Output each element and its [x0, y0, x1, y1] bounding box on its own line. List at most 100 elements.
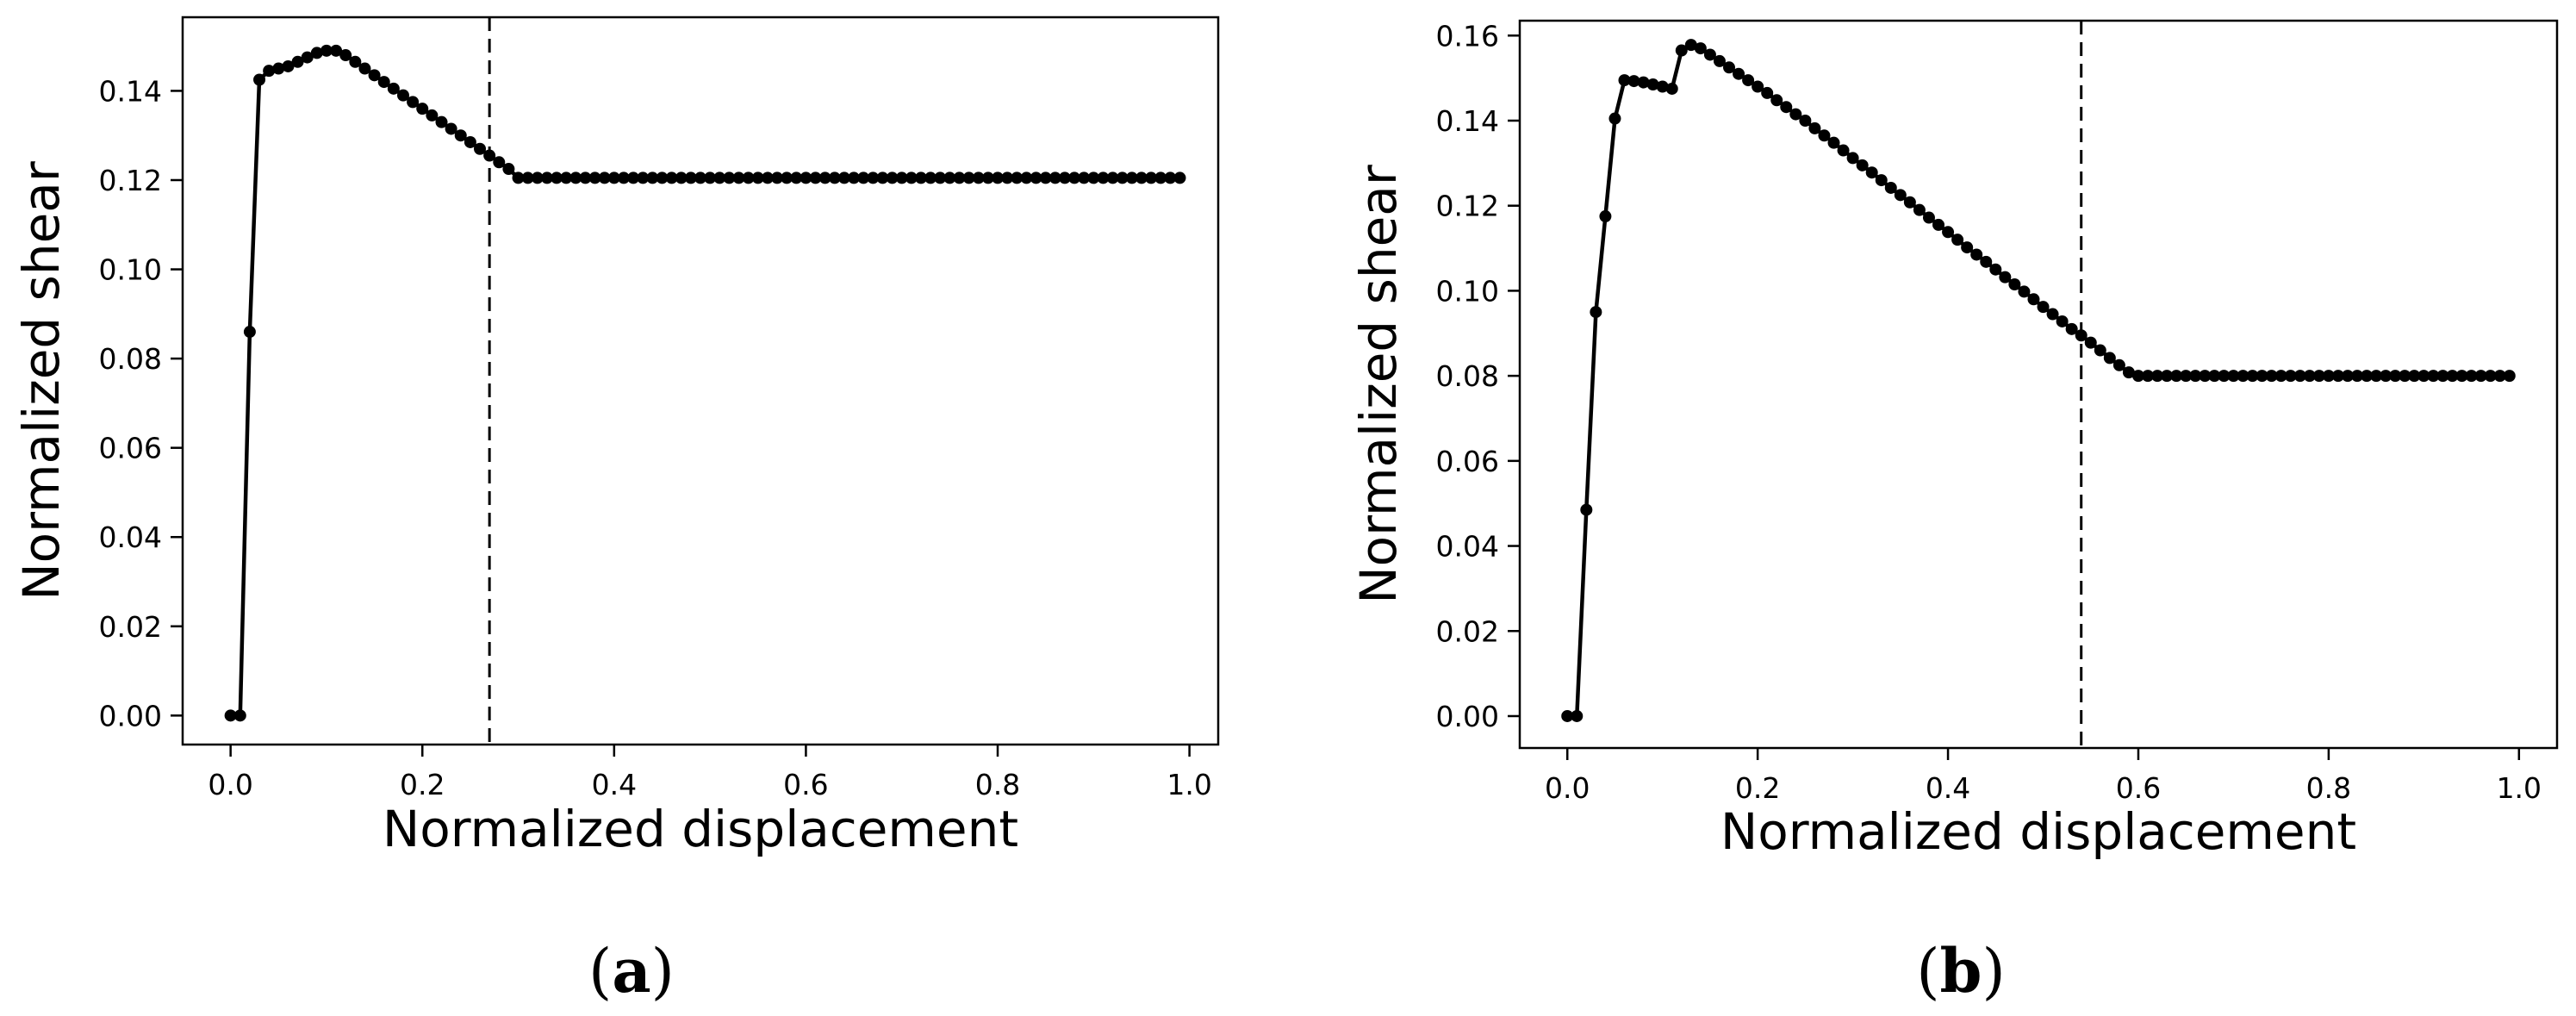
- data-point: [943, 171, 956, 184]
- data-point: [2293, 370, 2306, 383]
- data-point: [1713, 54, 1726, 67]
- data-point: [914, 171, 927, 184]
- data-point: [1078, 171, 1091, 184]
- data-point: [895, 171, 908, 184]
- data-point: [953, 171, 966, 184]
- data-point: [2237, 370, 2249, 383]
- data-point: [2503, 370, 2516, 383]
- data-point: [1154, 171, 1167, 184]
- data-point: [2084, 336, 2097, 349]
- data-point: [867, 171, 880, 184]
- data-point: [742, 171, 755, 184]
- data-point: [2151, 370, 2164, 383]
- data-point: [2189, 370, 2202, 383]
- data-point: [1903, 196, 1916, 209]
- y-tick-label: 0.00: [99, 699, 162, 732]
- data-point: [1684, 39, 1697, 52]
- data-point: [1068, 171, 1081, 184]
- data-point: [521, 171, 534, 184]
- data-point: [713, 171, 726, 184]
- data-point: [1932, 218, 1945, 231]
- data-point: [1001, 171, 1014, 184]
- data-point: [2322, 370, 2335, 383]
- data-point: [886, 171, 899, 184]
- data-point: [1637, 76, 1650, 89]
- data-point: [1980, 255, 1993, 268]
- data-point: [2341, 370, 2354, 383]
- data-point: [474, 142, 487, 155]
- data-point: [1627, 75, 1640, 88]
- data-point: [1942, 226, 1955, 239]
- data-point: [646, 171, 659, 184]
- data-point: [1145, 171, 1158, 184]
- data-point: [320, 44, 333, 57]
- data-point: [1561, 709, 1574, 722]
- data-point: [1799, 114, 1812, 127]
- data-point: [2246, 370, 2259, 383]
- data-point: [771, 171, 784, 184]
- data-point: [1608, 112, 1621, 125]
- data-point: [617, 171, 630, 184]
- data-point: [531, 171, 544, 184]
- data-point: [781, 171, 793, 184]
- x-tick-label: 0.2: [1735, 771, 1780, 805]
- x-tick-label: 0.6: [783, 768, 828, 801]
- data-point: [2427, 370, 2440, 383]
- y-tick-label: 0.08: [1436, 359, 1499, 393]
- data-point: [962, 171, 975, 184]
- data-point: [1970, 248, 1983, 261]
- data-point: [1894, 189, 1907, 202]
- chart-panel-b: 0.0 0.2 0.4 0.6 0.8 1.0 0.00 0.02 0.04 0.06 0.08 0.…: [1349, 19, 2559, 861]
- data-point: [426, 109, 439, 122]
- data-point: [1913, 203, 1926, 216]
- data-point: [407, 96, 420, 109]
- x-axis-label: Normalized displacement: [383, 800, 1018, 858]
- data-point: [2361, 370, 2374, 383]
- data-point: [684, 171, 697, 184]
- data-point: [1770, 94, 1783, 107]
- data-point: [2256, 370, 2268, 383]
- data-point: [1694, 42, 1707, 55]
- x-tick-label: 0.0: [1545, 771, 1590, 805]
- data-point: [2180, 370, 2193, 383]
- data-point: [694, 171, 706, 184]
- plot-frame: [1518, 19, 2559, 750]
- data-point: [483, 149, 496, 162]
- data-point: [1665, 82, 1678, 95]
- data-point: [377, 76, 390, 89]
- data-point: [2065, 322, 2078, 335]
- data-point: [1020, 171, 1033, 184]
- data-point: [1742, 74, 1755, 87]
- data-point: [1780, 101, 1793, 114]
- data-point: [598, 171, 611, 184]
- y-tick-label: 0.12: [99, 164, 162, 197]
- y-tick-label: 0.04: [99, 520, 162, 554]
- data-point: [992, 171, 1005, 184]
- data-point: [224, 709, 237, 722]
- data-point: [2274, 370, 2287, 383]
- data-point: [837, 171, 850, 184]
- data-point: [818, 171, 831, 184]
- data-point: [1571, 709, 1584, 722]
- data-point: [1039, 171, 1052, 184]
- data-point: [330, 44, 343, 57]
- y-tick-label: 0.00: [1436, 700, 1499, 733]
- data-point: [2284, 370, 2297, 383]
- data-point: [1884, 181, 1897, 194]
- data-point: [1856, 159, 1869, 171]
- data-point: [1789, 108, 1802, 121]
- data-point: [396, 89, 409, 102]
- data-point: [2112, 358, 2125, 371]
- data-point: [1922, 211, 1935, 224]
- data-point: [1752, 80, 1764, 93]
- data-point: [1675, 44, 1688, 57]
- data-point: [1048, 171, 1061, 184]
- y-axis-label: Normalized shear: [12, 161, 71, 601]
- data-point: [1951, 234, 1964, 246]
- data-point: [560, 171, 573, 184]
- data-point: [2208, 370, 2221, 383]
- data-point: [828, 171, 841, 184]
- data-point: [2218, 370, 2231, 383]
- panel-label-b: b: [1939, 935, 1982, 1007]
- data-point: [972, 171, 985, 184]
